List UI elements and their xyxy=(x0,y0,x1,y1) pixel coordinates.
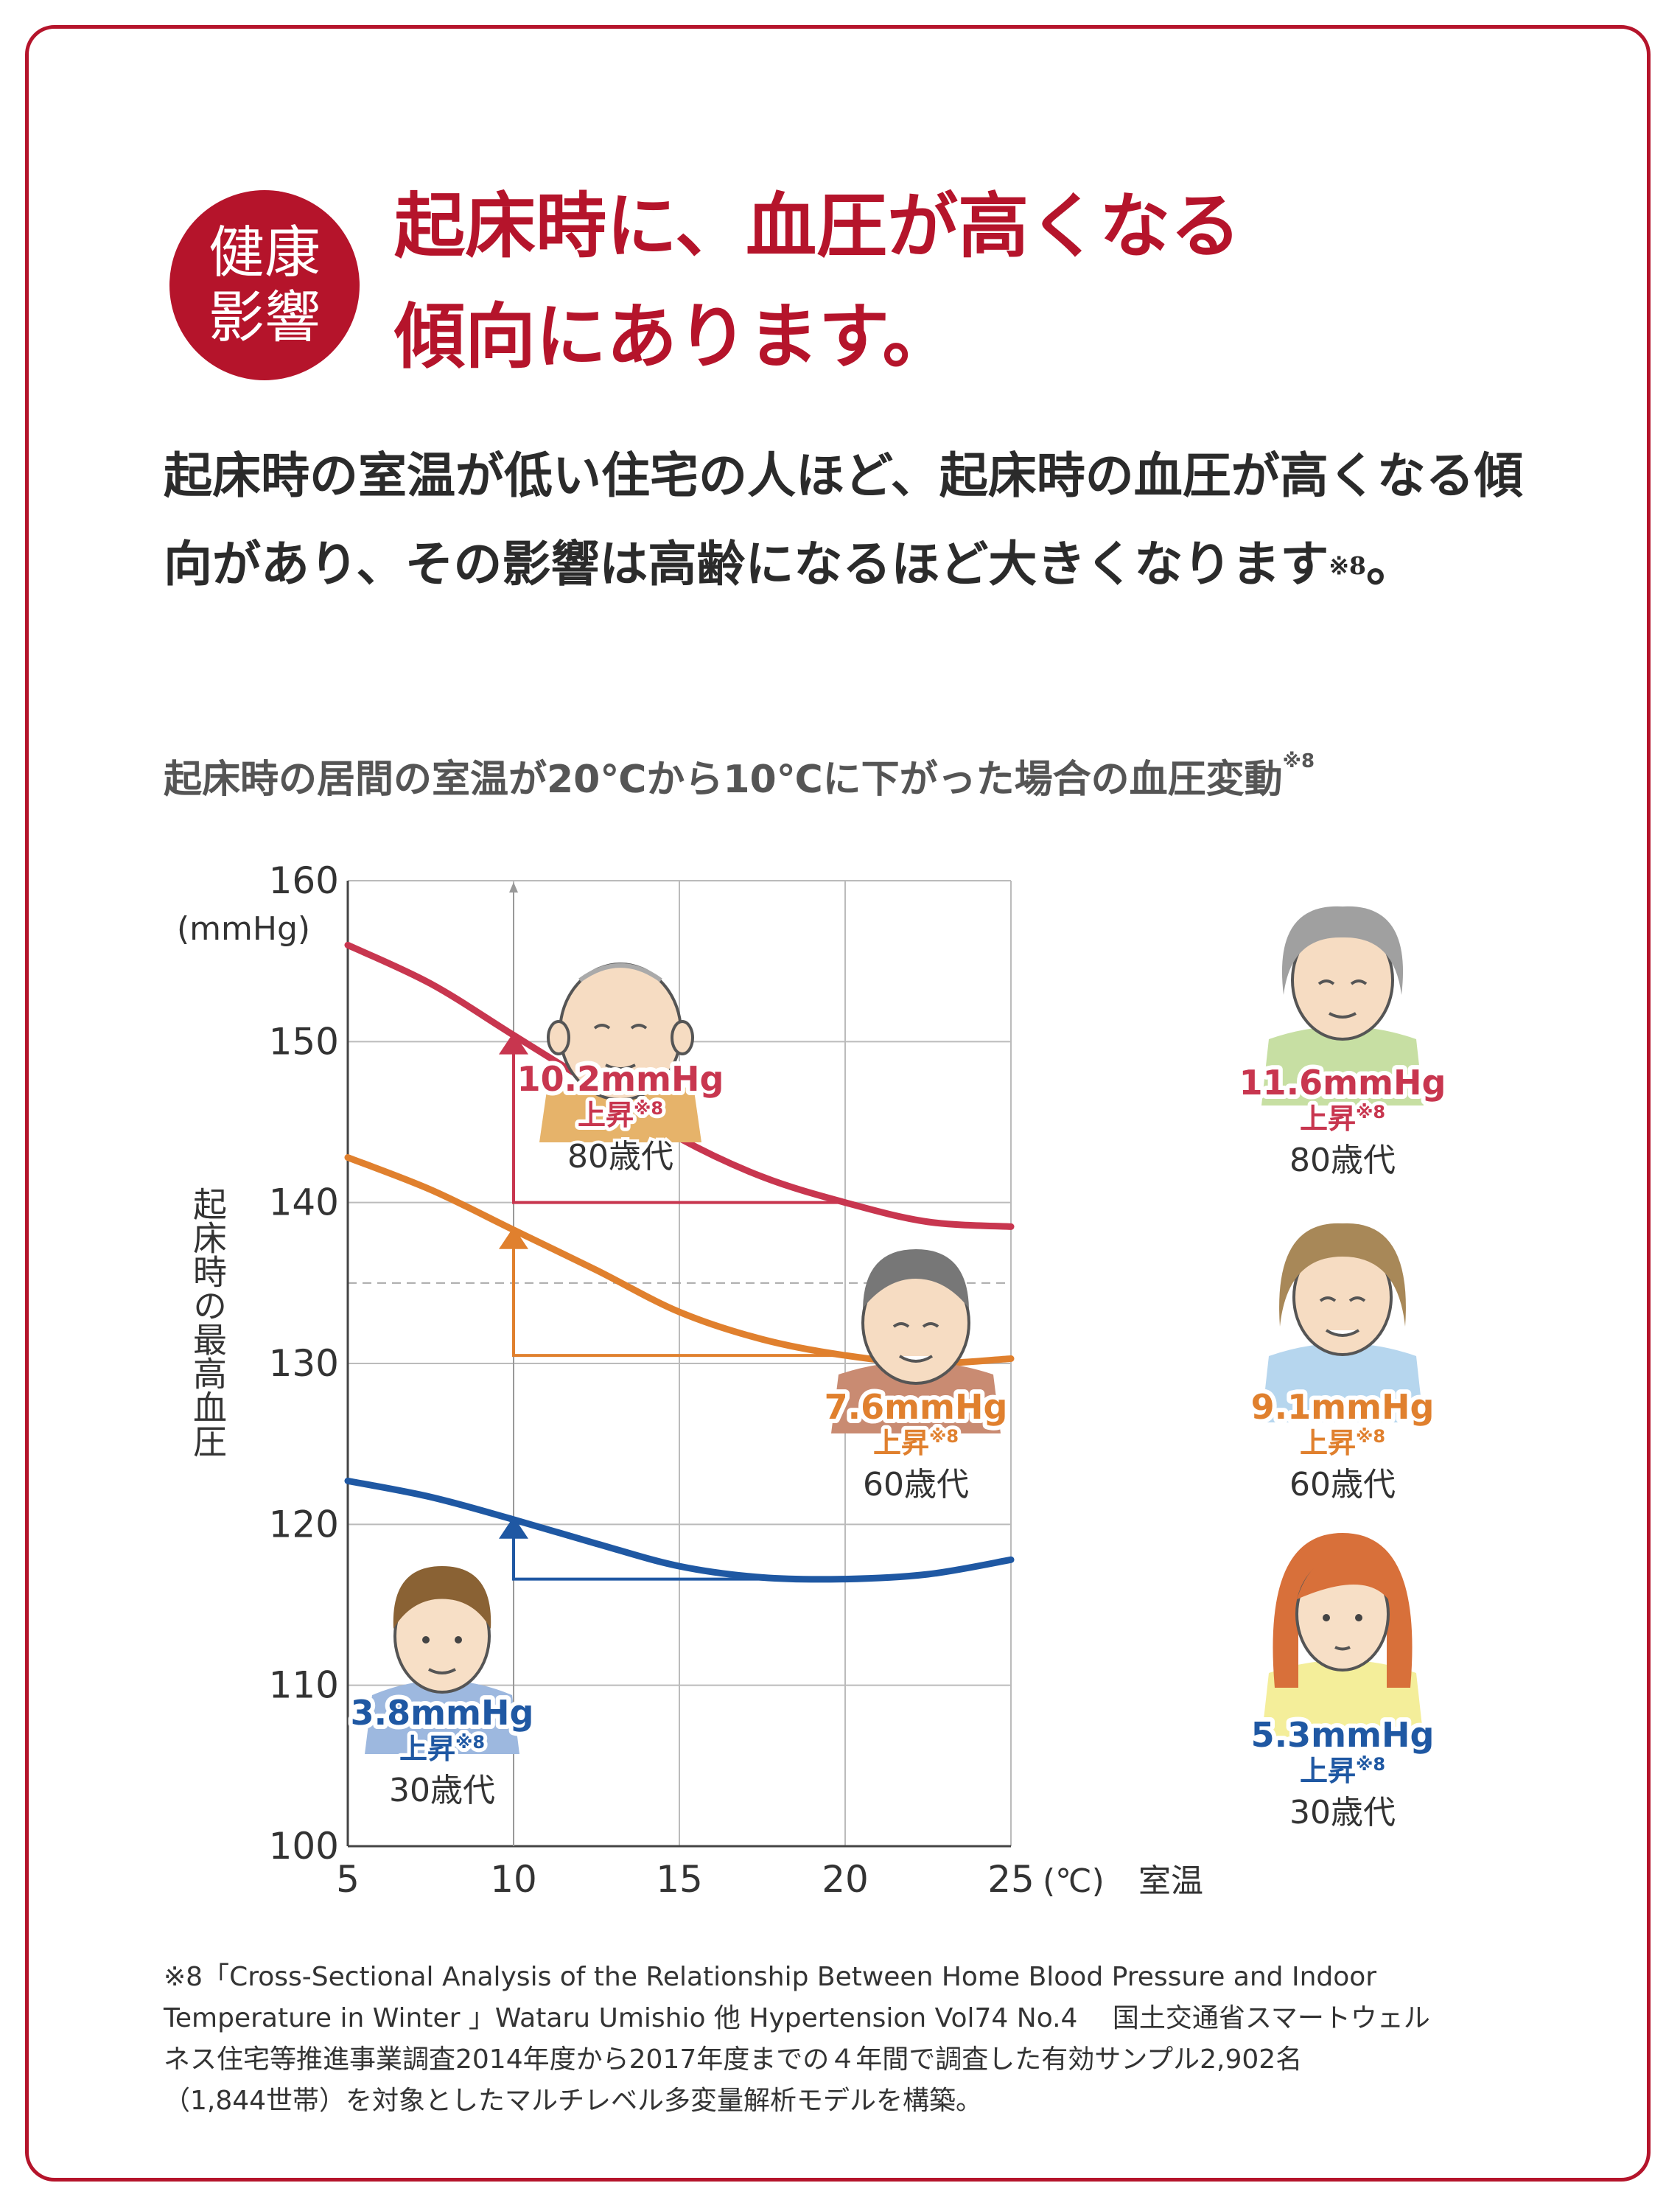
y-axis-unit: (mmHg) xyxy=(177,910,310,948)
y-tick-label: 160 xyxy=(269,859,339,902)
y-axis-label: 起床時の最高血圧 xyxy=(188,1187,228,1458)
footnote-line-1: ※8「Cross-Sectional Analysis of the Relat… xyxy=(164,1962,1377,1992)
female-red-rise-text: 上昇※8 xyxy=(1300,1102,1385,1135)
female-blue-rise-value: 5.3mmHg xyxy=(1251,1715,1435,1755)
male-orange-rise-text: 上昇※8 xyxy=(873,1426,959,1459)
headline: 起床時に、血圧が高くなる 傾向にあります。 xyxy=(394,171,1352,392)
female-orange-rise-value: 9.1mmHg xyxy=(1251,1387,1435,1427)
footnote: ※8「Cross-Sectional Analysis of the Relat… xyxy=(164,1957,1534,2122)
woman-30s-illustration xyxy=(1261,1533,1424,1739)
badge-line-1: 健康 xyxy=(209,220,321,285)
health-impact-badge: 健康 影響 xyxy=(169,190,360,380)
y-axis-ticks: 100 110 120 130 140 150 160 xyxy=(269,859,339,1868)
chart-title-text: 起床時の居間の室温が20℃から10℃に下がった場合の血圧変動 xyxy=(164,758,1283,802)
y-tick-label: 150 xyxy=(269,1020,339,1063)
male-red-rise-value: 10.2mmHg xyxy=(517,1059,724,1099)
x-axis-unit: (℃) xyxy=(1043,1862,1105,1900)
badge-line-2: 影響 xyxy=(209,284,321,350)
male-red-rise-text: 上昇※8 xyxy=(578,1098,663,1131)
headline-line-1: 起床時に、血圧が高くなる xyxy=(394,185,1242,268)
male-orange-age-label: 60歳代 xyxy=(863,1466,969,1503)
x-tick-label: 20 xyxy=(822,1858,869,1901)
rise-bracket-80歳代 xyxy=(512,1051,845,1204)
y-tick-label: 100 xyxy=(269,1825,339,1868)
man-80s-illustration xyxy=(539,963,701,1142)
man-60s-illustration xyxy=(831,1249,1001,1433)
chart-title: 起床時の居間の室温が20℃から10℃に下がった場合の血圧変動※8 xyxy=(164,748,1564,803)
footnote-line-3: ネス住宅等推進事業調査2014年度から2017年度までの４年間で調査した有効サン… xyxy=(164,2044,1303,2075)
y-tick-label: 120 xyxy=(269,1503,339,1545)
female-orange-age-label: 60歳代 xyxy=(1289,1466,1396,1503)
rise-arrowhead-60歳代 xyxy=(499,1226,528,1249)
rise-labels: 10.2mmHg上昇※880歳代7.6mmHg上昇※860歳代3.8mmHg上昇… xyxy=(346,1055,1451,1834)
x-axis-ticks: 5 10 15 20 25 xyxy=(336,1858,1035,1901)
x-tick-label: 10 xyxy=(490,1858,537,1901)
footnote-line-4: （1,844世帯）を対象としたマルチレベル多変量解析モデルを構築。 xyxy=(164,2086,983,2116)
male-blue-age-label: 30歳代 xyxy=(389,1772,495,1809)
blood-pressure-chart: 100 110 120 130 140 150 160 5 10 15 20 25 (mmHg) (… xyxy=(177,859,1451,1901)
card-frame xyxy=(25,25,1651,2182)
y-tick-label: 110 xyxy=(269,1664,339,1707)
rise-arrowhead-30歳代 xyxy=(499,1516,528,1539)
x-tick-label: 25 xyxy=(987,1858,1035,1901)
intro-footnote-ref: ※8 xyxy=(1329,551,1366,581)
female-blue-rise-text: 上昇※8 xyxy=(1300,1754,1385,1787)
rise-bracket-30歳代 xyxy=(512,1535,845,1581)
rise-bracket-60歳代 xyxy=(512,1246,845,1358)
series-line-30歳代 xyxy=(344,1477,1015,1583)
male-orange-rise-value: 7.6mmHg xyxy=(825,1387,1008,1427)
male-blue-rise-value: 3.8mmHg xyxy=(351,1693,534,1733)
headline-line-2: 傾向にあります。 xyxy=(394,296,953,378)
intro-end: 。 xyxy=(1366,535,1415,593)
x-axis-label: 室温 xyxy=(1138,1862,1203,1900)
woman-80s-illustration xyxy=(1261,906,1424,1106)
footnote-line-2: Temperature in Winter 」Wataru Umishio 他 … xyxy=(164,2003,1430,2033)
male-blue-rise-text: 上昇※8 xyxy=(399,1732,485,1765)
rise-arrowhead-80歳代 xyxy=(499,1032,528,1055)
female-blue-age-label: 30歳代 xyxy=(1289,1794,1396,1831)
y-tick-label: 130 xyxy=(269,1342,339,1385)
female-red-rise-value: 11.6mmHg xyxy=(1239,1063,1446,1103)
x-tick-label: 5 xyxy=(336,1858,360,1901)
male-red-age-label: 80歳代 xyxy=(567,1138,673,1176)
x-tick-label: 15 xyxy=(656,1858,703,1901)
intro-paragraph: 起床時の室温が低い住宅の人ほど、起床時の血圧が高くなる傾向があり、その影響は高齢… xyxy=(164,431,1534,608)
woman-60s-illustration xyxy=(1261,1223,1424,1422)
female-red-age-label: 80歳代 xyxy=(1289,1142,1396,1179)
y-tick-label: 140 xyxy=(269,1181,339,1224)
intro-text: 起床時の室温が低い住宅の人ほど、起床時の血圧が高くなる傾向があり、その影響は高齢… xyxy=(164,447,1523,593)
female-orange-rise-text: 上昇※8 xyxy=(1300,1426,1385,1459)
chart-title-footnote-ref: ※8 xyxy=(1282,750,1315,772)
man-30s-illustration xyxy=(365,1566,519,1754)
